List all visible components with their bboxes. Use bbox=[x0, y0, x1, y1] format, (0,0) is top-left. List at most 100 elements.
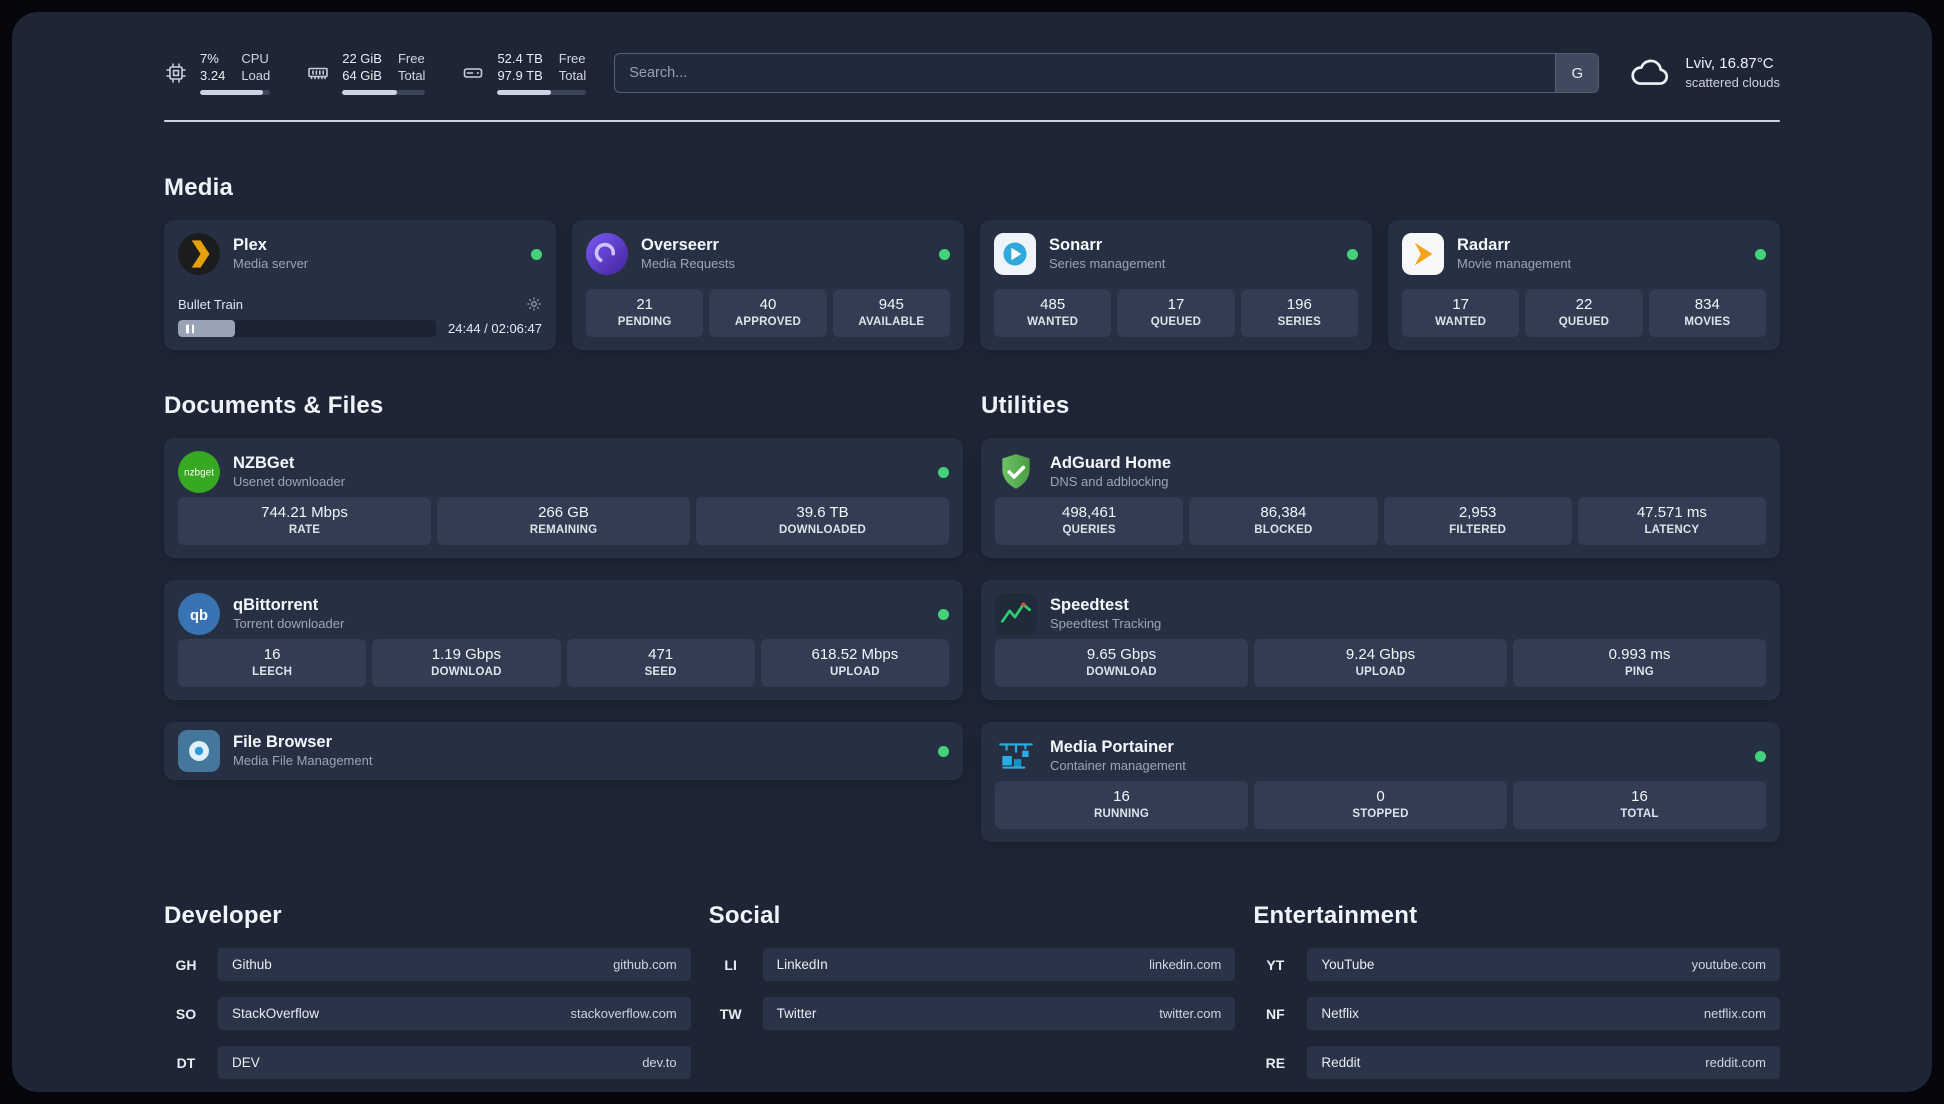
bookmark-dev[interactable]: DT DEV dev.to bbox=[164, 1046, 691, 1079]
bookmark-name: Reddit bbox=[1321, 1055, 1361, 1070]
overseerr-card[interactable]: Overseerr Media Requests 21 PENDING 40 A… bbox=[572, 220, 964, 350]
filebrowser-card[interactable]: File Browser Media File Management bbox=[164, 722, 963, 780]
now-playing-title: Bullet Train bbox=[178, 296, 244, 312]
disk-free: 52.4 TB bbox=[497, 51, 543, 67]
bookmark-github[interactable]: GH Github github.com bbox=[164, 948, 691, 981]
bookmark-name: DEV bbox=[232, 1055, 260, 1070]
disk-progress-bar bbox=[497, 89, 587, 95]
cpu-label-top: CPU bbox=[241, 51, 269, 67]
stat-tile: 0 STOPPED bbox=[1254, 781, 1507, 829]
stat-tile: 40 APPROVED bbox=[709, 289, 827, 337]
bookmark-group-title: Entertainment bbox=[1253, 902, 1418, 929]
header-divider bbox=[164, 120, 1780, 122]
section-title-documents: Documents & Files bbox=[164, 392, 384, 419]
playback-time: 24:44 / 02:06:47 bbox=[448, 321, 542, 336]
stat-tile: 744.21 Mbps RATE bbox=[178, 497, 431, 545]
app-subtitle: Series management bbox=[1049, 256, 1166, 272]
stat-tile: 1.19 Gbps DOWNLOAD bbox=[372, 639, 561, 687]
weather-condition: scattered clouds bbox=[1685, 75, 1780, 91]
app-subtitle: Container management bbox=[1050, 758, 1186, 774]
ram-label-top: Free bbox=[397, 51, 425, 67]
stat-tile: 196 SERIES bbox=[1240, 289, 1358, 337]
plex-icon bbox=[178, 233, 220, 275]
weather-widget: Lviv, 16.87°C scattered clouds bbox=[1627, 50, 1780, 96]
bookmark-url: youtube.com bbox=[1691, 957, 1766, 972]
stat-tile: 16 RUNNING bbox=[995, 781, 1248, 829]
radarr-icon bbox=[1402, 233, 1444, 275]
app-subtitle: Speedtest Tracking bbox=[1050, 616, 1162, 632]
bookmark-name: StackOverflow bbox=[232, 1006, 320, 1021]
memory-icon bbox=[306, 61, 330, 85]
stat-tile: 471 SEED bbox=[566, 639, 755, 687]
bookmark-netflix[interactable]: NF Netflix netflix.com bbox=[1253, 997, 1780, 1030]
bookmark-linkedin[interactable]: LI LinkedIn linkedin.com bbox=[709, 948, 1236, 981]
bookmark-reddit[interactable]: RE Reddit reddit.com bbox=[1253, 1046, 1780, 1079]
cpu-widget: 7% 3.24 CPU Load bbox=[164, 51, 271, 95]
bookmark-twitter[interactable]: TW Twitter twitter.com bbox=[709, 997, 1236, 1030]
bookmark-youtube[interactable]: YT YouTube youtube.com bbox=[1253, 948, 1780, 981]
stat-tile: 39.6 TB DOWNLOADED bbox=[696, 497, 949, 545]
bookmark-name: Github bbox=[232, 957, 272, 972]
qbittorrent-card[interactable]: qb qBittorrent Torrent downloader bbox=[164, 580, 963, 700]
bookmark-abbr: SO bbox=[175, 1005, 197, 1022]
sonarr-card[interactable]: Sonarr Series management 485 WANTED 17 Q… bbox=[980, 220, 1372, 350]
top-bar: 7% 3.24 CPU Load bbox=[164, 12, 1780, 96]
speedtest-icon bbox=[995, 593, 1037, 635]
disk-total: 97.9 TB bbox=[497, 68, 543, 83]
bookmark-name: Twitter bbox=[776, 1006, 817, 1021]
section-title-media: Media bbox=[164, 174, 234, 201]
bookmark-group-entertainment: Entertainment YT YouTube youtube.com NF … bbox=[1253, 902, 1780, 1079]
ram-free: 22 GiB bbox=[342, 51, 382, 67]
app-name: AdGuard Home bbox=[1050, 453, 1172, 472]
bookmarks: Developer GH Github github.com SO StackO… bbox=[164, 902, 1780, 1079]
cpu-label-bottom: Load bbox=[241, 68, 271, 83]
plex-card[interactable]: Plex Media server Bullet Train bbox=[164, 220, 556, 350]
status-dot bbox=[1755, 248, 1766, 260]
plex-now-playing: Bullet Train bbox=[178, 296, 542, 337]
stat-tile: 17 QUEUED bbox=[1117, 289, 1235, 337]
radarr-card[interactable]: Radarr Movie management 17 WANTED 22 QUE… bbox=[1388, 220, 1780, 350]
nzbget-icon: nzbget bbox=[178, 451, 220, 493]
adguard-card[interactable]: AdGuard Home DNS and adblocking 498,461 … bbox=[981, 438, 1780, 558]
system-widgets: 7% 3.24 CPU Load bbox=[164, 51, 587, 95]
cpu-icon bbox=[164, 61, 188, 85]
bookmark-url: linkedin.com bbox=[1149, 957, 1222, 972]
speedtest-card[interactable]: Speedtest Speedtest Tracking 9.65 Gbps D… bbox=[981, 580, 1780, 700]
bookmark-group-social: Social LI LinkedIn linkedin.com TW Twitt… bbox=[709, 902, 1236, 1079]
disk-label-bottom: Total bbox=[558, 68, 587, 83]
app-name: Sonarr bbox=[1049, 235, 1103, 254]
stat-tile: 86,384 BLOCKED bbox=[1189, 497, 1378, 545]
search-provider-button[interactable]: G bbox=[1555, 54, 1599, 92]
bookmark-stackoverflow[interactable]: SO StackOverflow stackoverflow.com bbox=[164, 997, 691, 1030]
pause-icon[interactable] bbox=[186, 324, 194, 333]
cpu-usage: 7% bbox=[200, 51, 219, 67]
portainer-card[interactable]: Media Portainer Container management 16 … bbox=[981, 722, 1780, 842]
stat-tile: 16 TOTAL bbox=[1513, 781, 1766, 829]
overseerr-icon bbox=[586, 233, 628, 275]
section-utilities: Utilities bbox=[981, 392, 1780, 842]
stat-tile: 22 QUEUED bbox=[1525, 289, 1643, 337]
app-subtitle: Media Requests bbox=[641, 256, 735, 272]
stat-tile: 9.24 Gbps UPLOAD bbox=[1254, 639, 1507, 687]
bookmark-url: dev.to bbox=[642, 1055, 677, 1070]
playback-progress-bar[interactable] bbox=[178, 320, 437, 337]
ram-label-bottom: Total bbox=[397, 68, 426, 83]
app-name: Overseerr bbox=[641, 235, 719, 254]
portainer-icon bbox=[995, 735, 1037, 777]
stat-tile: 266 GB REMAINING bbox=[437, 497, 690, 545]
bookmark-abbr: LI bbox=[724, 956, 737, 973]
status-dot bbox=[1347, 248, 1358, 260]
nzbget-card[interactable]: nzbget NZBGet Usenet downloader 74 bbox=[164, 438, 963, 558]
section-documents: Documents & Files nzbget bbox=[164, 392, 963, 842]
bookmark-url: reddit.com bbox=[1705, 1055, 1766, 1070]
qbittorrent-icon: qb bbox=[178, 593, 220, 635]
search-input[interactable] bbox=[614, 53, 1600, 93]
status-dot bbox=[938, 466, 949, 478]
bookmark-group-title: Social bbox=[708, 902, 781, 929]
status-dot bbox=[1755, 750, 1766, 762]
cpu-progress-bar bbox=[200, 89, 271, 95]
ram-progress-bar bbox=[342, 89, 426, 95]
adguard-icon bbox=[995, 451, 1037, 493]
gear-icon[interactable] bbox=[526, 296, 542, 312]
disk-icon bbox=[461, 61, 485, 85]
